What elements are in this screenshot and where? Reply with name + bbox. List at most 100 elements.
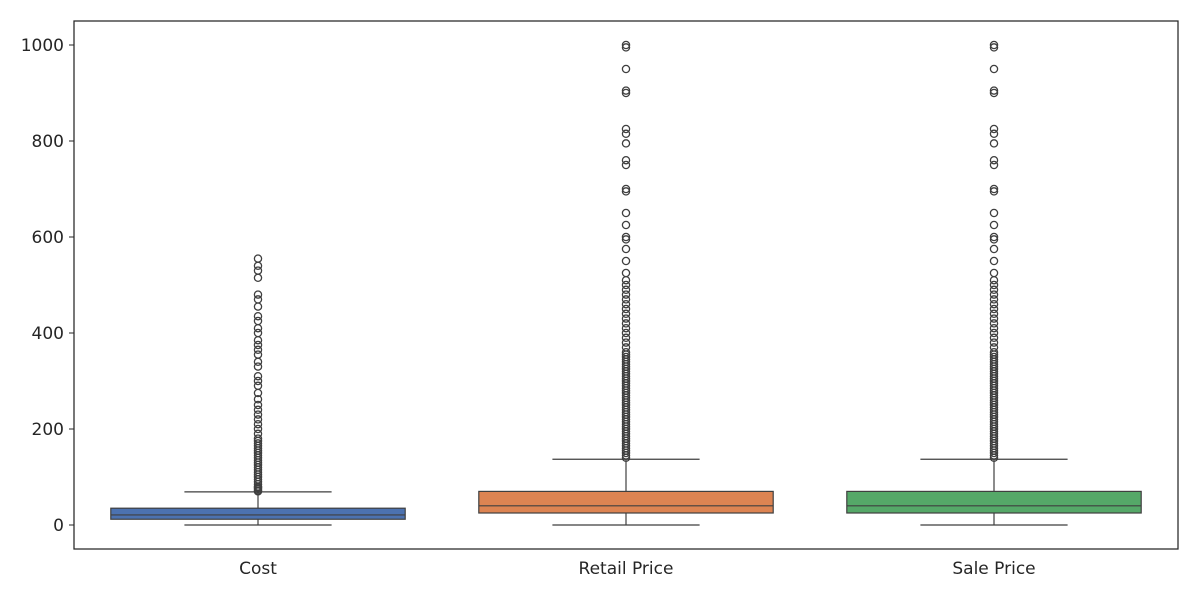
outlier-point <box>621 343 631 352</box>
outlier-point <box>253 405 263 415</box>
outlier-point <box>989 208 999 218</box>
outlier-point <box>989 160 999 170</box>
outlier-point <box>621 333 631 343</box>
outlier-point <box>989 235 999 244</box>
outlier-point <box>621 338 631 347</box>
outlier-point <box>253 394 263 404</box>
outlier-point <box>989 304 999 314</box>
outlier-point <box>621 280 631 290</box>
outlier-point <box>621 129 631 139</box>
outlier-point <box>989 275 999 285</box>
outlier-point <box>253 357 263 367</box>
box-retail-price <box>478 40 774 526</box>
outlier-point <box>621 220 631 230</box>
outlier-point <box>621 124 631 134</box>
plot-frame <box>73 20 1179 550</box>
outlier-point <box>989 64 999 74</box>
x-tick-label: Retail Price <box>579 559 674 579</box>
outlier-point <box>989 232 999 242</box>
outlier-point <box>253 410 263 419</box>
outlier-point <box>253 261 263 271</box>
outlier-point <box>989 244 999 254</box>
outlier-point <box>989 268 999 278</box>
outlier-point <box>989 220 999 230</box>
y-axis: 0 200 400 600 800 1000 <box>21 36 74 536</box>
outlier-point <box>253 371 263 381</box>
y-tick-label: 0 <box>53 516 64 536</box>
outlier-point <box>253 340 263 350</box>
outlier-point <box>621 319 631 328</box>
outlier-point <box>621 352 631 362</box>
outlier-point <box>621 299 631 309</box>
outlier-point <box>253 335 263 345</box>
outlier-point <box>621 256 631 266</box>
outlier-point <box>253 381 263 391</box>
outlier-point <box>253 254 263 263</box>
outlier-point <box>621 323 631 333</box>
outlier-point <box>621 155 631 165</box>
outlier-point <box>621 86 631 95</box>
outlier-point <box>989 40 999 50</box>
x-tick-label: Cost <box>239 559 277 579</box>
outlier-point <box>253 434 263 443</box>
x-axis: Cost Retail Price Sale Price <box>239 559 1036 579</box>
outlier-point <box>989 343 999 352</box>
outlier-point <box>253 345 263 355</box>
outlier-point <box>253 362 263 371</box>
outlier-point <box>253 400 263 410</box>
outlier-point <box>621 139 631 148</box>
outlier-point <box>253 302 263 311</box>
box-cost <box>110 254 406 526</box>
y-tick-label: 200 <box>32 420 64 440</box>
outlier-point <box>253 350 263 359</box>
box-sale-price <box>846 40 1142 526</box>
box-series <box>110 40 1142 526</box>
outlier-point <box>989 338 999 347</box>
outlier-point <box>989 184 999 194</box>
outlier-point <box>989 309 999 319</box>
outlier-point <box>989 88 999 98</box>
outlier-point <box>621 268 631 278</box>
outlier-point <box>621 43 631 52</box>
outlier-point <box>989 124 999 134</box>
outlier-point <box>989 323 999 333</box>
outlier-point <box>621 290 631 299</box>
outlier-point <box>989 187 999 196</box>
outlier-point <box>989 256 999 266</box>
outlier-point <box>621 235 631 244</box>
outlier-point <box>621 232 631 242</box>
outlier-point <box>253 439 263 448</box>
outlier-point <box>621 347 631 357</box>
outlier-point <box>253 323 263 333</box>
outlier-point <box>621 285 631 295</box>
outlier-point <box>621 187 631 196</box>
y-tick-label: 600 <box>32 228 64 248</box>
outlier-point <box>253 311 263 321</box>
outlier-point <box>621 295 631 304</box>
outlier-point <box>621 184 631 194</box>
outlier-point <box>621 328 631 338</box>
outlier-point <box>989 352 999 362</box>
outlier-point <box>253 419 263 429</box>
outlier-point <box>621 88 631 98</box>
outlier-point <box>989 299 999 309</box>
outlier-point <box>989 328 999 338</box>
outlier-point <box>989 155 999 165</box>
outlier-point <box>253 316 263 326</box>
box-iqr <box>846 490 1142 514</box>
outlier-point <box>253 328 263 338</box>
outlier-point <box>621 314 631 323</box>
outlier-point <box>989 86 999 95</box>
outlier-point <box>621 208 631 218</box>
outlier-point <box>621 309 631 319</box>
outlier-point <box>989 43 999 52</box>
box-iqr <box>478 490 774 514</box>
outlier-point <box>989 347 999 357</box>
outlier-point <box>989 280 999 290</box>
y-tick-label: 800 <box>32 132 64 152</box>
box-iqr <box>110 507 406 520</box>
outlier-point <box>621 304 631 314</box>
y-tick-label: 1000 <box>21 36 64 56</box>
outlier-point <box>989 139 999 148</box>
